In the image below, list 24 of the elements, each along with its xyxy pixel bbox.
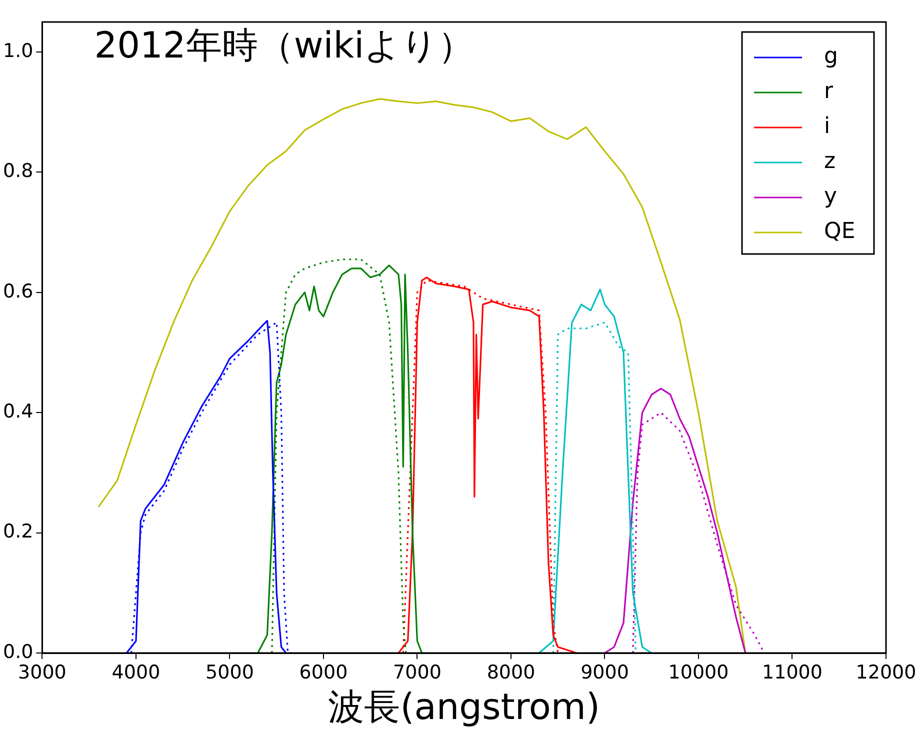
legend-label: y — [824, 184, 838, 210]
chart-title: 2012年時（wikiより） — [94, 25, 474, 66]
legend-label: r — [824, 79, 834, 104]
x-tick-label: 12000 — [856, 661, 916, 684]
y-tick-label: 1.0 — [3, 40, 34, 62]
x-tick-label: 6000 — [299, 661, 348, 684]
legend-label: i — [824, 114, 830, 140]
legend-label: QE — [824, 219, 856, 244]
y-tick-label: 0.8 — [3, 160, 34, 182]
x-tick-label: 5000 — [206, 661, 254, 684]
x-tick-label: 11000 — [762, 661, 822, 684]
legend-label: z — [824, 149, 836, 174]
x-axis-title: 波長(angstrom) — [328, 686, 600, 728]
legend-label: g — [824, 44, 838, 70]
y-tick-label: 0.6 — [3, 280, 34, 302]
x-tick-label: 3000 — [18, 661, 66, 684]
x-tick-label: 9000 — [580, 661, 629, 684]
x-tick-label: 4000 — [112, 661, 160, 684]
x-tick-label: 10000 — [668, 661, 729, 684]
x-tick-label: 7000 — [393, 661, 442, 684]
y-tick-label: 0.4 — [3, 400, 34, 423]
x-tick-label: 8000 — [486, 661, 536, 684]
y-tick-label: 0.0 — [3, 640, 34, 663]
y-tick-label: 0.2 — [3, 520, 34, 543]
